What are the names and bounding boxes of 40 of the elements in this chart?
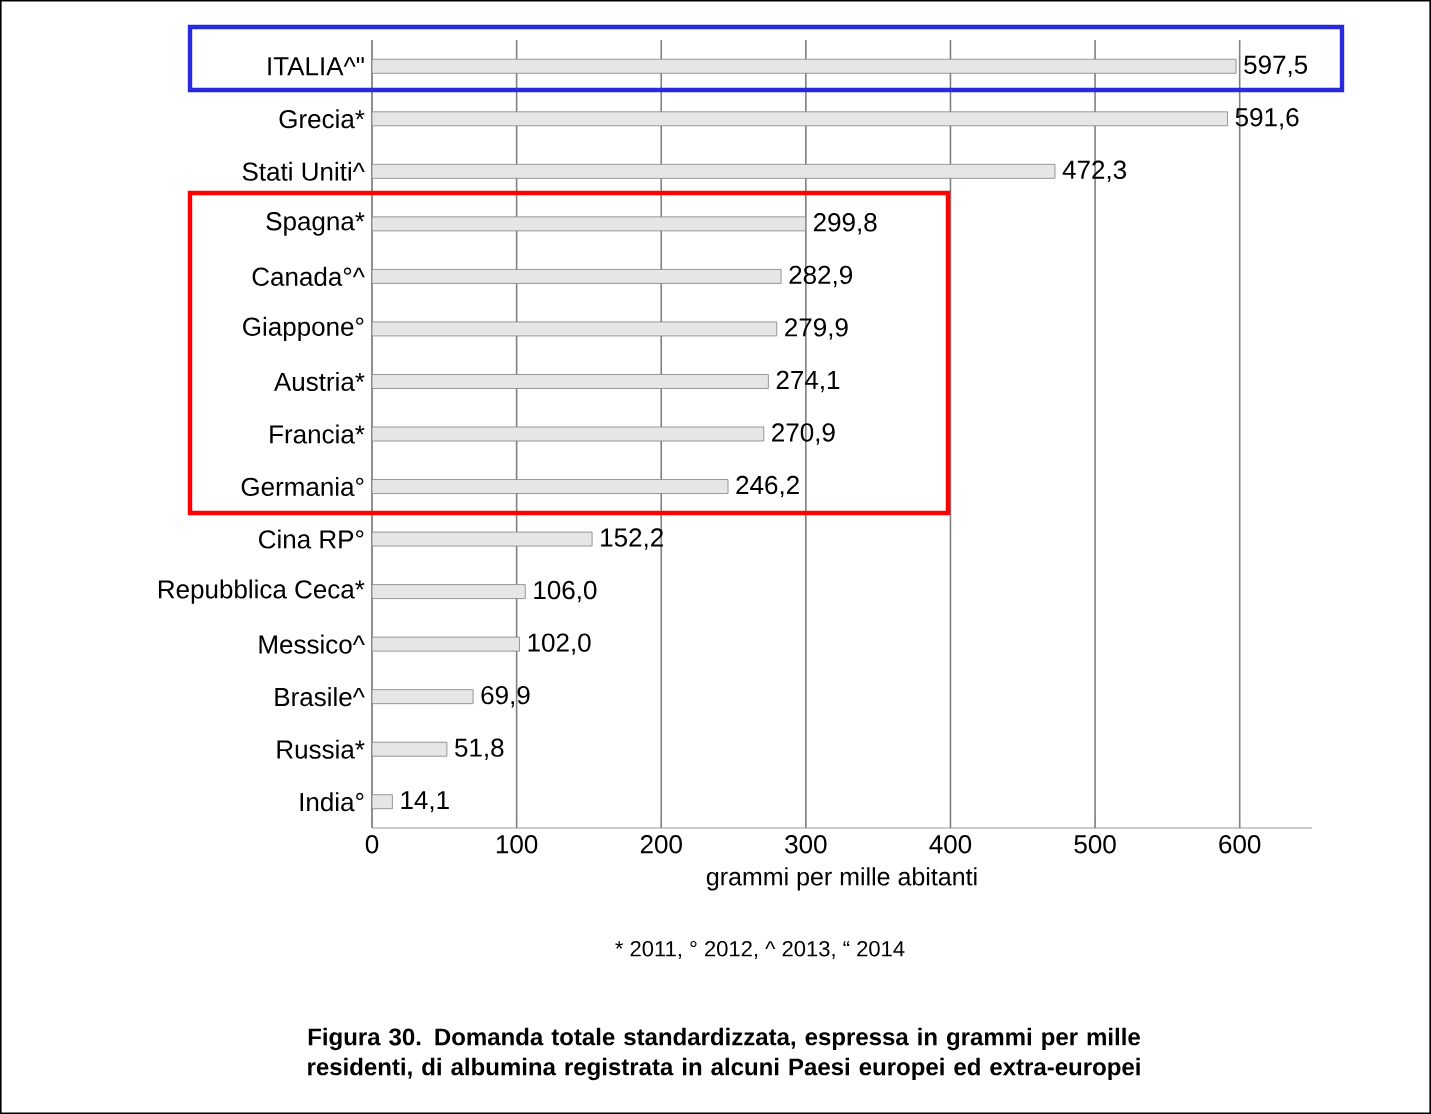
data-label: 299,8 (813, 213, 877, 235)
y-tick-label: Germania° (241, 476, 364, 497)
data-label: 597,5 (1244, 55, 1308, 77)
y-tick-label: Canada°^ (252, 266, 365, 286)
data-label: 106,0 (534, 580, 597, 603)
y-tick-label: Grecia* (279, 109, 365, 129)
data-label: 14,1 (401, 791, 449, 813)
data-label: 102,0 (528, 633, 591, 655)
x-axis-title: grammi per mille abitanti (706, 867, 977, 891)
y-tick-label: Austria* (273, 371, 365, 392)
y-tick-label: Spagna* (266, 212, 365, 236)
data-label: 51,8 (455, 738, 504, 760)
data-label: 274,1 (776, 370, 840, 393)
data-label: 69,9 (481, 685, 530, 708)
y-tick-label: ITALIA^" (268, 57, 364, 76)
text: Figura 30. Domanda totale standardizzata, espressa in grammi per mille residenti, di albumina registrata in alcuni Paesi europei ed extra-europei (308, 1027, 1140, 1081)
data-label: 152,2 (601, 528, 663, 550)
y-tick-label: Brasile^ (275, 687, 365, 707)
y-tick-label: Messico^ (259, 634, 365, 654)
y-tick-label: Stati Uniti^ (242, 161, 365, 181)
x-tick-label: 600 (1219, 835, 1261, 854)
y-tick-label: Repubblica Ceca* (158, 579, 365, 604)
x-tick-label: 400 (929, 835, 972, 854)
text: * 2011, ° 2012, ^ 2013, “ 2014 (615, 940, 905, 960)
x-tick-label: 0 (365, 835, 379, 854)
y-tick-label: Cina RP° (259, 529, 364, 549)
data-label: 591,6 (1235, 108, 1299, 130)
x-tick-label: 100 (496, 835, 538, 854)
y-tick-label: India° (300, 792, 364, 812)
y-tick-label: Francia* (270, 424, 365, 444)
data-label: 282,9 (789, 265, 853, 288)
x-tick-label: 500 (1074, 835, 1116, 854)
y-tick-label: Giappone° (243, 316, 364, 342)
y-tick-label: Russia* (277, 739, 365, 759)
x-tick-label: 300 (785, 835, 827, 854)
data-label: 279,9 (785, 318, 848, 340)
data-label: 246,2 (736, 475, 799, 498)
data-label: 472,3 (1062, 160, 1126, 183)
x-tick-label: 200 (640, 835, 682, 854)
data-label: 270,9 (772, 423, 835, 445)
